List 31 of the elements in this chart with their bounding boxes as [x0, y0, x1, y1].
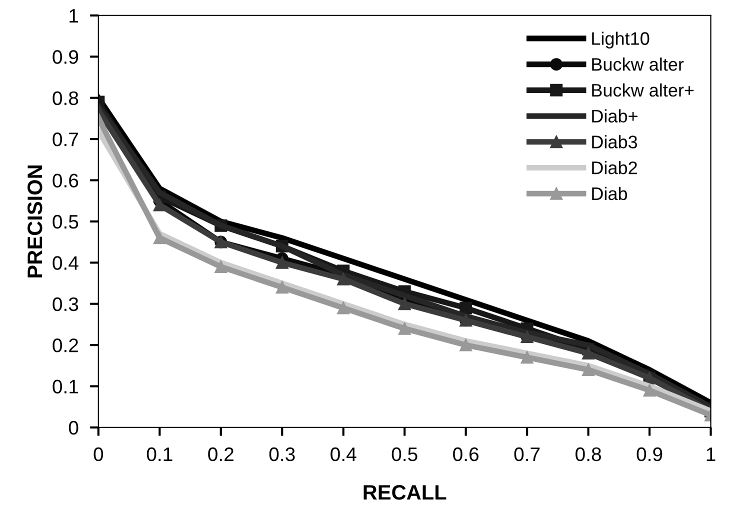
x-tick-label: 0.6: [453, 447, 478, 462]
x-tick-label: 0.2: [208, 447, 234, 462]
y-tick-label: 0.9: [52, 50, 78, 64]
x-tick-label: 0.9: [636, 447, 662, 462]
x-tick-label: 0: [94, 447, 104, 462]
x-tick-label: 0.5: [392, 447, 418, 462]
x-tick-label: 0.3: [269, 447, 295, 462]
legend-label: Diab3: [592, 135, 638, 148]
y-tick-label: 0.5: [52, 214, 78, 229]
x-tick-label: 0.8: [576, 447, 601, 462]
x-tick-label: 0.1: [146, 447, 172, 462]
x-tick-label: 0.7: [514, 447, 540, 462]
y-tick-label: 0.3: [52, 297, 78, 312]
y-tick-label: 0.1: [52, 380, 78, 394]
y-tick-label: 0.6: [52, 174, 78, 188]
x-axis-title: RECALL: [364, 485, 446, 500]
legend-label: Buckw alter: [592, 58, 684, 71]
legend-label: Diab2: [592, 160, 637, 174]
y-tick-label: 0.4: [52, 256, 78, 270]
legend-label: Diab+: [592, 109, 638, 123]
y-tick-label: 0: [68, 420, 78, 435]
y-axis-title: PRECISION: [28, 166, 42, 278]
y-tick-label: 0.7: [52, 132, 78, 146]
y-tick-label: 0.2: [52, 338, 78, 352]
x-tick-label: 0.4: [330, 447, 356, 462]
x-tick-label: 1: [706, 448, 716, 461]
y-tick-label: 1: [70, 9, 78, 22]
legend-label: Diab: [592, 186, 628, 200]
legend-label: Buckw alter+: [592, 83, 694, 97]
legend-label: Light10: [592, 32, 650, 49]
y-tick-label: 0.8: [52, 91, 78, 106]
